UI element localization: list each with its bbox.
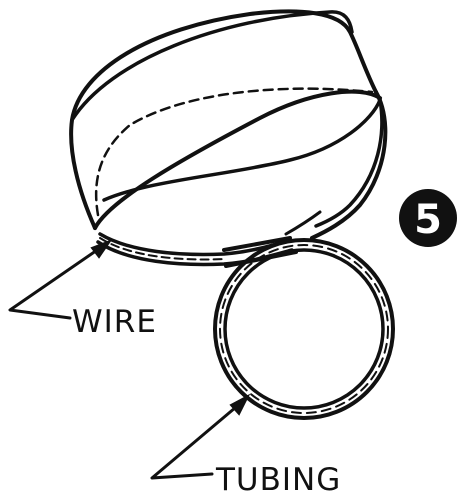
strip-dashed-wire [99,237,225,261]
band-right-outer [310,90,388,240]
wire-callout: WIRE [8,238,157,340]
band-right-inner [314,98,384,228]
tubing-sleeve [222,236,298,268]
band-top-rim [70,10,354,122]
tubing-leader-line [150,400,244,480]
tubing-loop-outer [213,238,395,420]
tubing-arrowhead [229,393,251,416]
band-bottom-strip [96,210,322,268]
band-lower-rim [93,89,382,230]
tubing-loop [213,238,395,420]
wire-arrowhead [90,238,113,259]
band-left-edge [69,9,378,230]
band-dashed-wire [94,87,374,217]
step-badge-disc [399,189,457,247]
tubing-callout: TUBING [150,393,341,498]
band-inner-rim [102,98,382,202]
tubing-loop-dashed-wire [219,244,389,414]
wire-label: WIRE [72,304,157,340]
band-ring [69,9,388,240]
tubing-label: TUBING [215,462,341,498]
tubing-sleeve-end [284,210,322,236]
tubing-loop-inner [223,248,385,410]
step-badge-number: 5 [414,197,442,243]
step-badge: 5 [399,189,457,247]
wire-leader-line [8,244,105,320]
